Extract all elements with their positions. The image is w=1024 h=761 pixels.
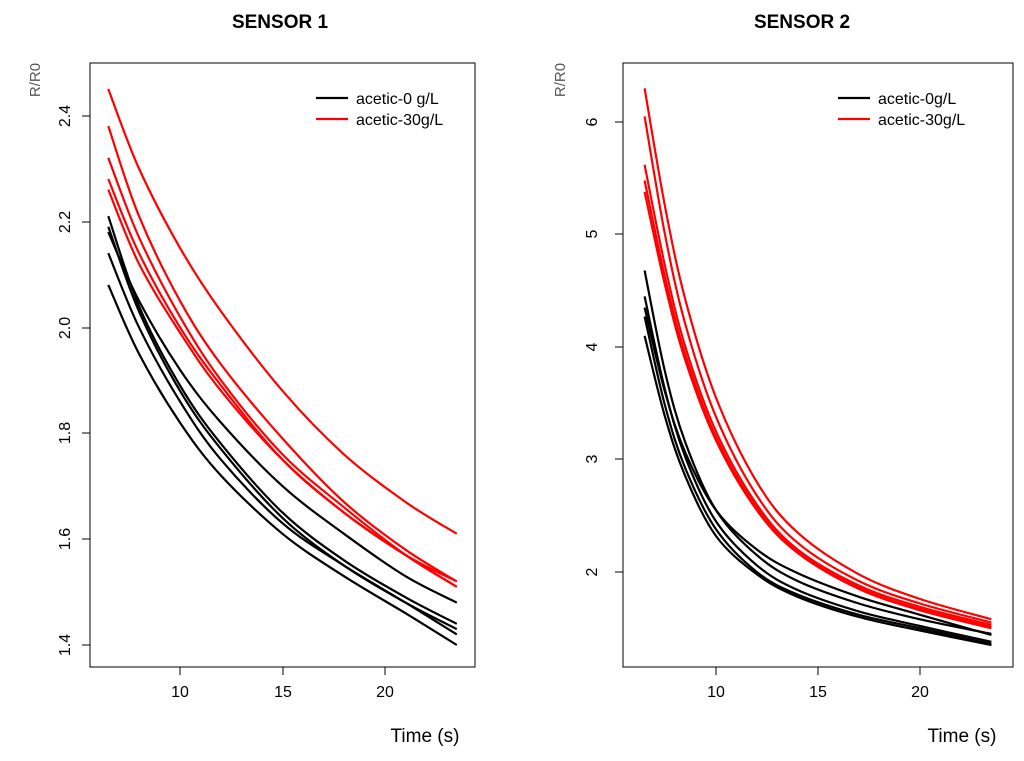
series-line-acetic-30-10 [643,191,992,630]
x-axis: 10 15 20 Time (s) [171,666,460,747]
x-tick-label: 20 [911,684,929,701]
legend-label: acetic-0 g/L [356,91,439,108]
y-axis: 1.4 1.6 1.8 2.0 2.2 2.4 [57,105,91,656]
series-line-acetic-30-7 [107,125,458,583]
y-tick-label: 2 [584,567,601,576]
legend-label: acetic-30g/L [878,112,965,129]
series-line-acetic-30-9 [107,178,458,588]
series-line-acetic-30-6 [107,88,458,535]
y-tick-label: 1.4 [57,634,74,656]
x-tick-label: 10 [707,684,725,701]
y-tick-label: 3 [584,454,601,463]
series-line-acetic-0-1 [107,215,458,625]
legend-label: acetic-0g/L [878,91,956,108]
series-line-acetic-0-3 [107,252,458,636]
x-axis-label: Time (s) [391,726,460,747]
y-tick-label: 5 [584,229,601,238]
y-axis-label: R/R0 [27,63,44,97]
y-tick-label: 4 [584,342,601,351]
series-line-acetic-30-10 [107,189,458,583]
series-line-acetic-30-8 [643,164,992,626]
legend-label: acetic-30g/L [356,112,443,129]
series-line-acetic-0-1 [643,270,992,635]
legend: acetic-0 g/L acetic-30g/L [316,91,443,129]
x-axis: 10 15 20 Time (s) [707,666,997,747]
series-layer [643,88,992,647]
x-tick-label: 15 [809,684,827,701]
x-tick-label: 15 [274,684,292,701]
legend: acetic-0g/L acetic-30g/L [838,91,965,129]
panel-sensor-1: SENSOR 1 R/R0 10 15 20 Time (s) 1.4 1.6 … [27,12,476,747]
series-line-acetic-30-7 [643,116,992,624]
chart-title: SENSOR 1 [232,12,329,33]
series-layer [107,88,458,646]
series-line-acetic-0-5 [643,307,992,637]
series-line-acetic-30-6 [643,88,992,621]
series-line-acetic-0-4 [107,284,458,646]
panel-sensor-2: SENSOR 2 R/R0 10 15 20 Time (s) 2 3 4 5 … [552,12,1014,747]
series-line-acetic-0-3 [643,316,992,646]
y-tick-label: 1.6 [57,528,74,550]
x-axis-label: Time (s) [928,726,997,747]
x-tick-label: 10 [171,684,189,701]
y-tick-label: 2.2 [57,211,74,233]
y-tick-label: 2.4 [57,105,74,127]
series-line-acetic-0-2 [107,226,458,631]
series-line-acetic-30-9 [643,180,992,629]
plot-frame [622,62,1014,668]
y-tick-label: 1.8 [57,422,74,444]
x-tick-label: 20 [376,684,394,701]
plot-frame [89,62,476,668]
y-axis-label: R/R0 [552,63,569,97]
series-line-acetic-0-4 [643,335,992,647]
y-tick-label: 2.0 [57,317,74,339]
series-line-acetic-0-5 [107,231,458,604]
y-tick-label: 6 [584,117,601,126]
chart-title: SENSOR 2 [754,12,850,33]
y-axis: 2 3 4 5 6 [584,117,624,576]
